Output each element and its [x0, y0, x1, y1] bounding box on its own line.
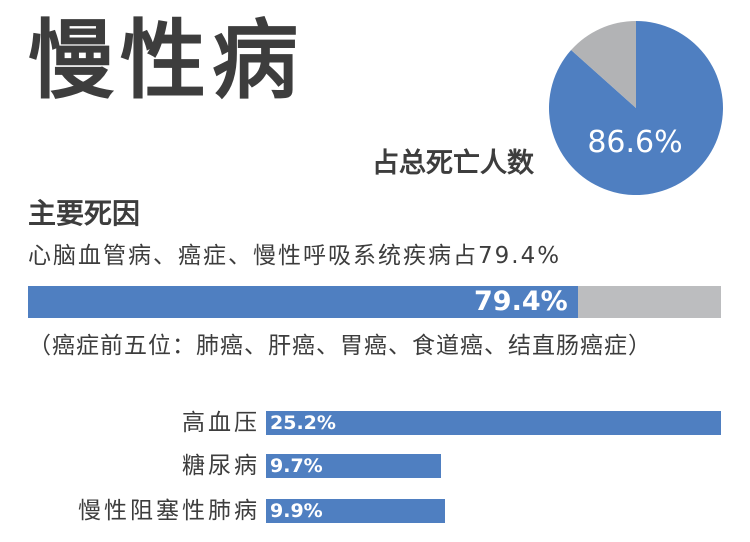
- main-causes-bar: [28, 286, 578, 318]
- disease-bar: [266, 499, 445, 523]
- disease-bar-category: 高血压: [182, 410, 260, 436]
- disease-bar-category: 慢性阻塞性肺病: [78, 498, 260, 524]
- disease-bar-value: 9.9%: [270, 500, 323, 522]
- pie-caption: 占总死亡人数: [372, 148, 534, 179]
- disease-bar-chart: 高血压 25.2% 糖尿病 9.7% 慢性阻塞性肺病 9.9%: [0, 410, 750, 530]
- pie-value-label: 86.6%: [587, 125, 683, 160]
- pie-slice-rest: [571, 21, 636, 108]
- main-causes-text: 心脑血管病、癌症、慢性呼吸系统疾病占79.4%: [28, 243, 562, 269]
- disease-bar-category: 糖尿病: [182, 453, 260, 479]
- disease-bar: [266, 454, 441, 478]
- disease-bar-row: 慢性阻塞性肺病 9.9%: [0, 498, 750, 524]
- disease-bar-row: 高血压 25.2%: [0, 410, 750, 436]
- disease-bar-value: 9.7%: [270, 455, 323, 477]
- disease-bar: [266, 411, 721, 435]
- pie-chart-svg: [548, 21, 723, 195]
- disease-bar-row: 糖尿病 9.7%: [0, 453, 750, 479]
- death-share-pie: [548, 20, 724, 196]
- pie-slice-main: [548, 21, 723, 195]
- main-causes-bar-label: 79.4%: [474, 286, 568, 317]
- main-causes-bar-track: 79.4%: [28, 286, 721, 318]
- disease-bar-value: 25.2%: [270, 412, 336, 434]
- page-title: 慢性病: [28, 11, 304, 111]
- section-title: 主要死因: [28, 197, 141, 230]
- cancer-note: （癌症前五位：肺癌、肝癌、胃癌、食道癌、结直肠癌症）: [28, 333, 652, 359]
